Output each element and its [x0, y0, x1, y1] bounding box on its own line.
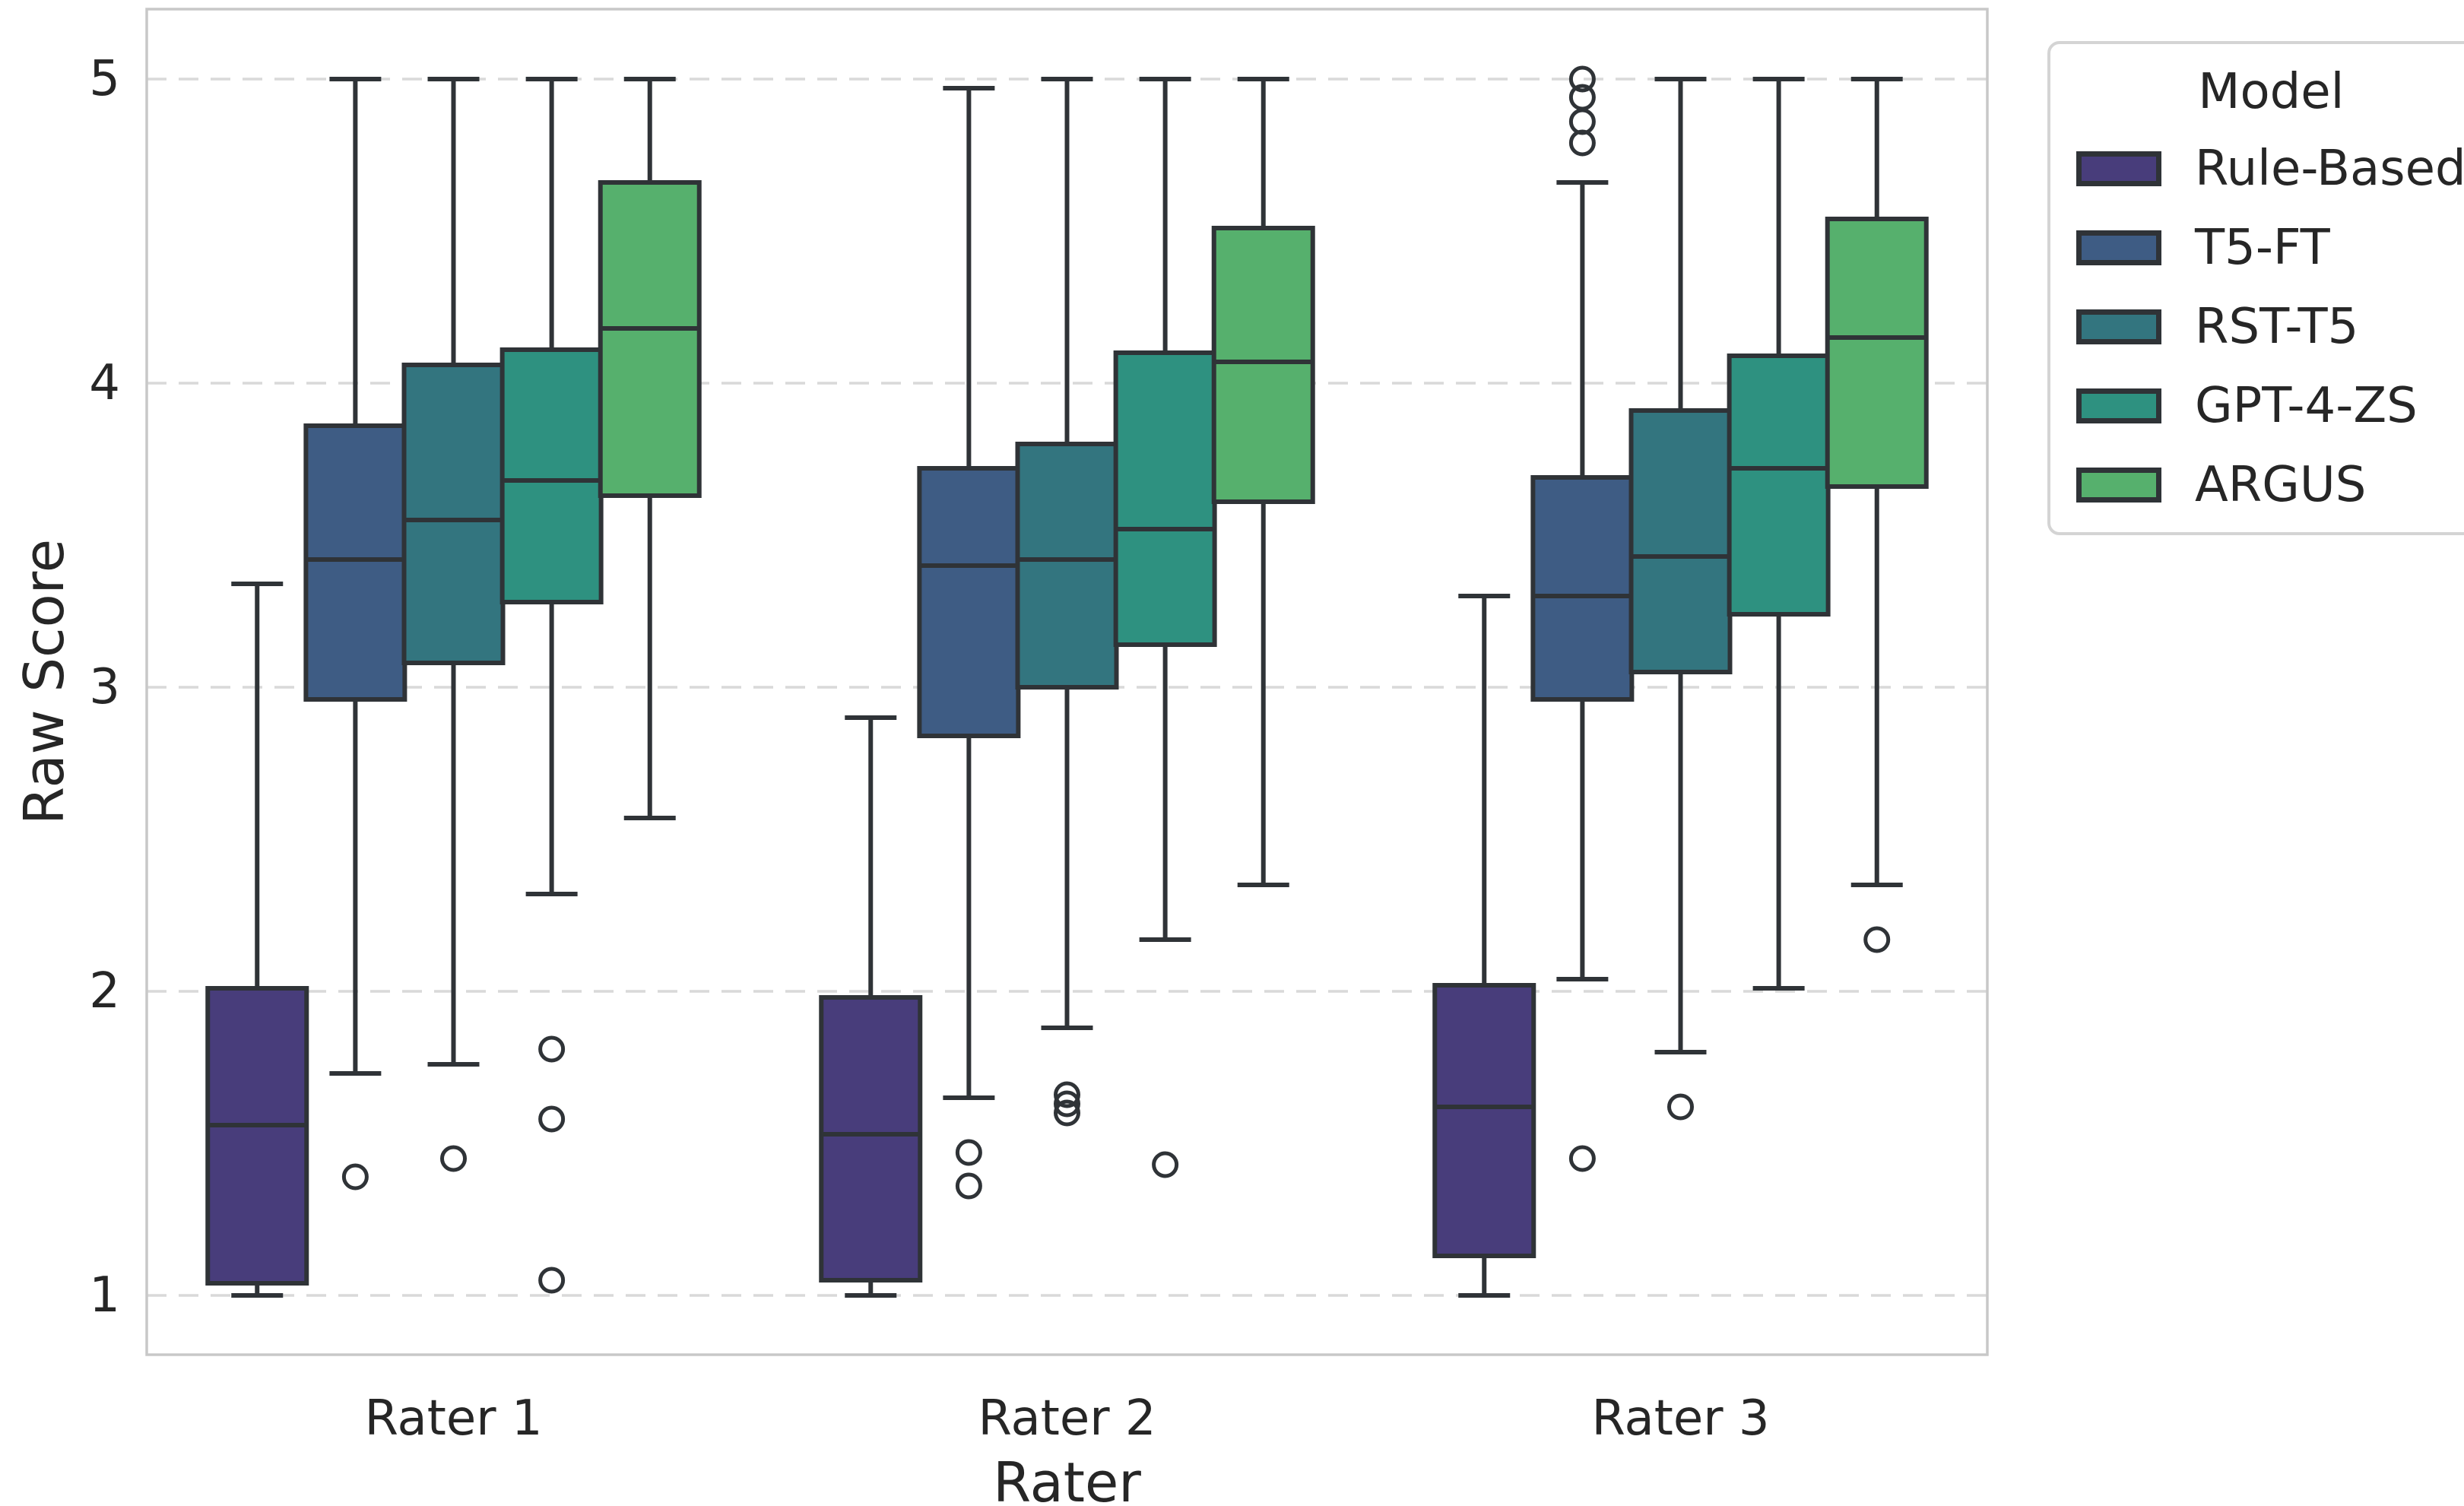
x-tick-rater-3: Rater 3 — [1591, 1390, 1770, 1447]
box-rater1-rule-based — [205, 582, 309, 1298]
plot-frame — [145, 8, 1989, 1356]
y-tick-3: 3 — [89, 659, 120, 715]
outlier-point — [1667, 1093, 1694, 1121]
legend-label: Rule-Based — [2195, 141, 2464, 198]
outlier-point — [1568, 1145, 1596, 1172]
box-rater1-gpt-4-zs — [499, 77, 604, 1294]
iqr-box — [819, 995, 923, 1282]
legend-item-t5-ft: T5-FT — [2076, 224, 2464, 272]
legend-swatch-t5-ft — [2076, 230, 2161, 266]
y-tick-2: 2 — [89, 963, 120, 1019]
outlier-point — [955, 1139, 982, 1166]
outlier-point — [1568, 129, 1596, 157]
x-axis-label: Rater — [993, 1451, 1141, 1506]
legend: Model Rule-Based T5-FT RST-T5 GPT-4-ZS A… — [2047, 41, 2464, 536]
iqr-box — [1432, 983, 1536, 1258]
outlier-point — [1054, 1090, 1080, 1118]
outlier-point — [955, 1172, 982, 1200]
outlier-point — [1054, 1081, 1080, 1108]
legend-item-rst-t5: RST-T5 — [2076, 303, 2464, 351]
iqr-box — [205, 986, 309, 1286]
box-rater3-gpt-4-zs — [1727, 77, 1831, 991]
box-rater2-gpt-4-zs — [1113, 77, 1217, 1178]
iqr-box — [1211, 226, 1315, 504]
box-rater3-t5-ft — [1530, 65, 1635, 1172]
y-axis-label: Raw Score — [12, 539, 76, 825]
box-rater1-rst-t5 — [401, 77, 506, 1172]
box-rater3-rule-based — [1432, 594, 1536, 1298]
box-rater3-argus — [1825, 77, 1929, 953]
iqr-box — [1015, 442, 1119, 690]
box-rater2-rule-based — [819, 715, 923, 1298]
box-rater1-t5-ft — [303, 77, 407, 1191]
y-tick-4: 4 — [89, 355, 120, 411]
iqr-box — [1727, 354, 1831, 617]
legend-item-gpt-4-zs: GPT-4-ZS — [2076, 382, 2464, 430]
iqr-box — [401, 363, 506, 665]
legend-item-rule-based: Rule-Based — [2076, 144, 2464, 193]
outlier-point — [538, 1267, 566, 1294]
legend-label: GPT-4-ZS — [2195, 378, 2418, 435]
legend-item-argus: ARGUS — [2076, 461, 2464, 509]
outlier-point — [538, 1105, 566, 1133]
outlier-point — [1152, 1151, 1179, 1178]
legend-title: Model — [2198, 64, 2345, 120]
box-rater3-rst-t5 — [1628, 77, 1733, 1121]
box-rater2-argus — [1211, 77, 1315, 887]
y-tick-1: 1 — [89, 1267, 120, 1324]
box-rater2-t5-ft — [917, 86, 1021, 1200]
iqr-box — [1628, 408, 1733, 674]
legend-swatch-argus — [2076, 468, 2161, 503]
outlier-point — [341, 1163, 369, 1191]
iqr-box — [1113, 350, 1217, 647]
iqr-box — [598, 180, 702, 498]
outlier-point — [1568, 65, 1596, 93]
outlier-point — [538, 1035, 566, 1063]
outlier-point — [440, 1145, 467, 1172]
legend-swatch-rst-t5 — [2076, 309, 2161, 345]
x-tick-rater-2: Rater 2 — [978, 1390, 1156, 1447]
iqr-box — [303, 423, 407, 702]
iqr-box — [917, 466, 1021, 738]
iqr-box — [1530, 475, 1635, 702]
legend-label: RST-T5 — [2195, 299, 2359, 356]
y-tick-5: 5 — [89, 51, 120, 107]
legend-swatch-gpt-4-zs — [2076, 388, 2161, 424]
legend-label: ARGUS — [2195, 457, 2367, 514]
legend-swatch-rule-based — [2076, 151, 2161, 187]
iqr-box — [499, 347, 604, 604]
iqr-box — [1825, 217, 1929, 489]
legend-label: T5-FT — [2195, 220, 2330, 277]
box-rater2-rst-t5 — [1015, 77, 1119, 1127]
outlier-point — [1863, 926, 1891, 953]
outlier-point — [1054, 1099, 1080, 1127]
x-tick-rater-1: Rater 1 — [364, 1390, 543, 1447]
box-rater1-argus — [598, 77, 702, 820]
